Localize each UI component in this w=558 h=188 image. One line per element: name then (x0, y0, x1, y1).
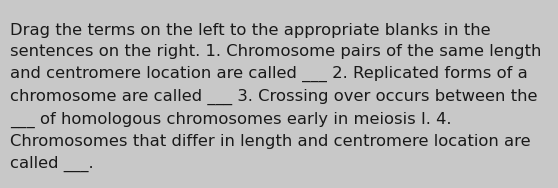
Text: Drag the terms on the left to the appropriate blanks in the
sentences on the rig: Drag the terms on the left to the approp… (10, 23, 541, 172)
